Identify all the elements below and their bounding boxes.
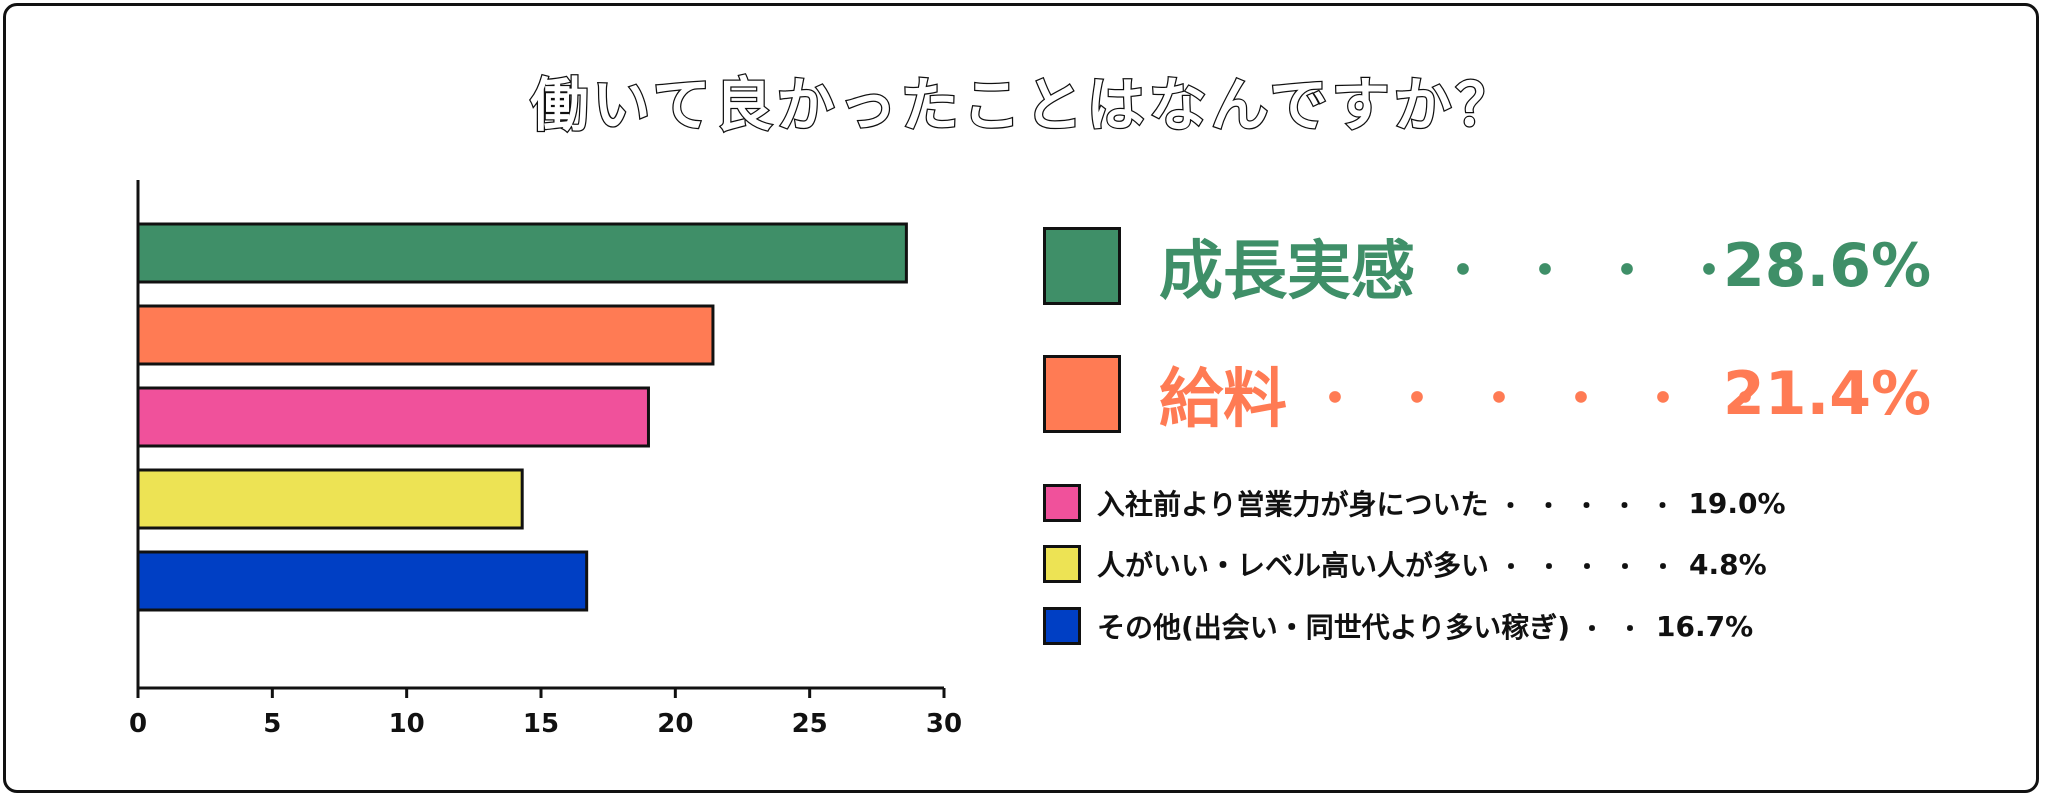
legend-dots: ・・・・・・ [1311,371,1804,427]
bar-4 [136,468,524,530]
bar-1 [136,222,908,284]
legend-swatch [1043,545,1081,583]
legend-label: 人がいい・レベル高い人が多い [1097,549,1490,582]
legend-percent: 19.0% [1688,486,1786,520]
x-tick-label: 25 [792,709,828,739]
legend-percent: 28.6% [1723,231,1932,301]
legend-percent: 21.4% [1723,359,1932,429]
x-tick-label: 30 [926,709,962,739]
legend-label: 給料 [1159,363,1287,437]
x-tick-label: 10 [389,709,425,739]
x-tick-label: 15 [523,709,559,739]
legend-swatch [1043,607,1081,645]
legend-item-sales-skill: 入社前より営業力が身についた ・・・・・ 19.0% [1043,483,1786,523]
legend-dots: ・・・・・ [1498,491,1689,520]
legend-swatch [1043,227,1121,305]
legend-label: 成長実感 [1159,235,1415,309]
legend-percent: 16.7% [1656,609,1754,643]
legend-label: 入社前より営業力が身についた [1097,488,1489,521]
legend-item-salary: 給料 ・・・・・・ 21.4% [1043,354,1931,437]
legend-percent: 4.8% [1689,547,1767,581]
x-tick-label: 20 [657,709,693,739]
chart-title: 働いて良かったことはなんですか？ [529,70,1518,141]
bar-5 [136,550,589,612]
bar-3 [136,386,650,448]
legend-item-other: その他(出会い・同世代より多い稼ぎ) ・・ 16.7% [1043,606,1753,646]
x-tick-label: 5 [263,709,281,739]
legend-swatch [1043,355,1121,433]
bar-2 [136,304,715,366]
legend-item-good-people: 人がいい・レベル高い人が多い ・・・・・ 4.8% [1043,544,1767,584]
x-tick-label: 0 [129,709,147,739]
legend-dots: ・・・・ [1439,243,1768,299]
legend-dots: ・・・・・ [1499,552,1690,581]
legend-label: その他(出会い・同世代より多い稼ぎ) [1097,611,1571,644]
legend-item-growth: 成長実感 ・・・・ 28.6% [1043,226,1931,309]
legend-swatch [1043,484,1081,522]
legend-dots: ・・ [1580,614,1657,643]
